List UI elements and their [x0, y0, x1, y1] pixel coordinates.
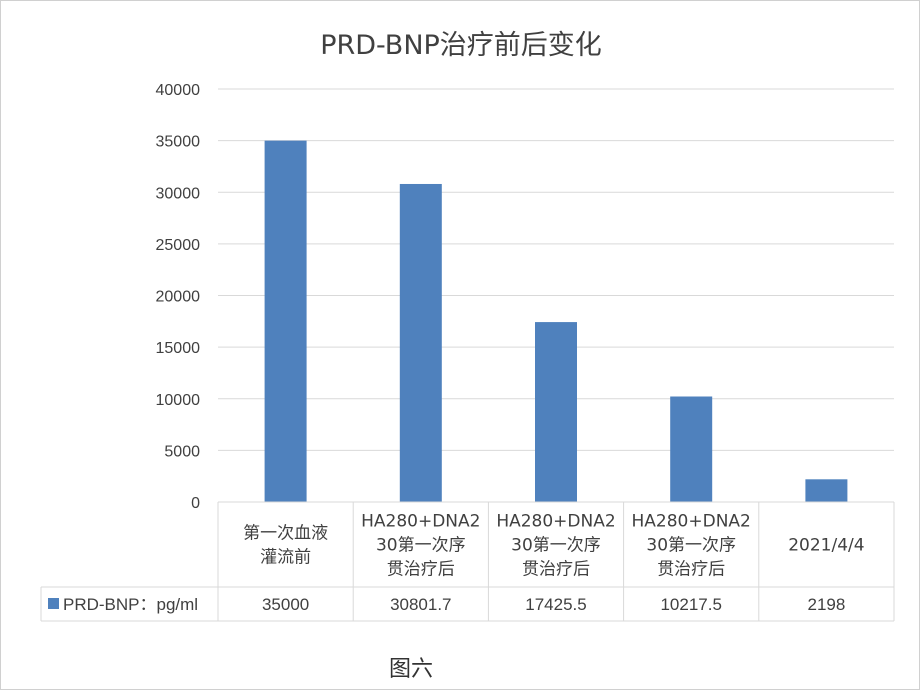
data-table	[40, 501, 895, 622]
bar	[670, 396, 713, 502]
category-label: 贯治疗后	[657, 560, 725, 580]
bar	[264, 140, 307, 502]
category-labels: 第一次血液灌流前HA280+DNA230第一次序贯治疗后HA280+DNA230…	[243, 512, 864, 580]
y-tick-label: 20000	[156, 289, 201, 306]
y-tick-label: 15000	[156, 340, 201, 357]
bar	[399, 183, 442, 502]
y-tick-label: 30000	[156, 185, 201, 202]
bar-chart: 0 5000 10000 15000 20000 25000 30000 35000 40000…	[40, 82, 895, 622]
legend-swatch	[48, 598, 59, 609]
y-tick-label: 40000	[156, 82, 201, 99]
value-cell: 17425.5	[525, 595, 586, 614]
chart-title: PRD-BNP治疗前后变化	[320, 30, 602, 61]
y-tick-label: 25000	[156, 237, 201, 254]
y-tick-label: 0	[191, 495, 200, 512]
bars	[264, 140, 848, 502]
y-tick-label: 35000	[156, 134, 201, 151]
value-cell: 30801.7	[390, 595, 451, 614]
category-label: 灌流前	[260, 548, 311, 568]
category-label: HA280+DNA2	[496, 512, 615, 532]
category-label: 30第一次序	[646, 536, 736, 556]
category-label: 贯治疗后	[522, 560, 590, 580]
category-label: HA280+DNA2	[632, 512, 751, 532]
value-cell: 10217.5	[660, 595, 721, 614]
legend: PRD-BNP：pg/ml	[48, 595, 198, 614]
category-label: HA280+DNA2	[361, 512, 480, 532]
figure-caption: 图六	[388, 657, 433, 682]
value-cell: 2198	[807, 595, 845, 614]
category-label: 第一次血液	[243, 524, 328, 544]
bar	[535, 322, 577, 502]
value-cells: 35000 30801.7 17425.5 10217.5 2198	[262, 595, 845, 614]
category-label: 2021/4/4	[788, 536, 864, 556]
category-label: 30第一次序	[511, 536, 601, 556]
legend-label: PRD-BNP：pg/ml	[63, 595, 198, 614]
value-cell: 35000	[262, 595, 309, 614]
category-label: 30第一次序	[376, 536, 466, 556]
category-label: 贯治疗后	[387, 560, 455, 580]
y-axis-ticks: 0 5000 10000 15000 20000 25000 30000 35000 40000	[156, 82, 201, 512]
y-tick-label: 10000	[156, 392, 201, 409]
bar	[805, 479, 848, 502]
y-tick-label: 5000	[164, 443, 200, 460]
